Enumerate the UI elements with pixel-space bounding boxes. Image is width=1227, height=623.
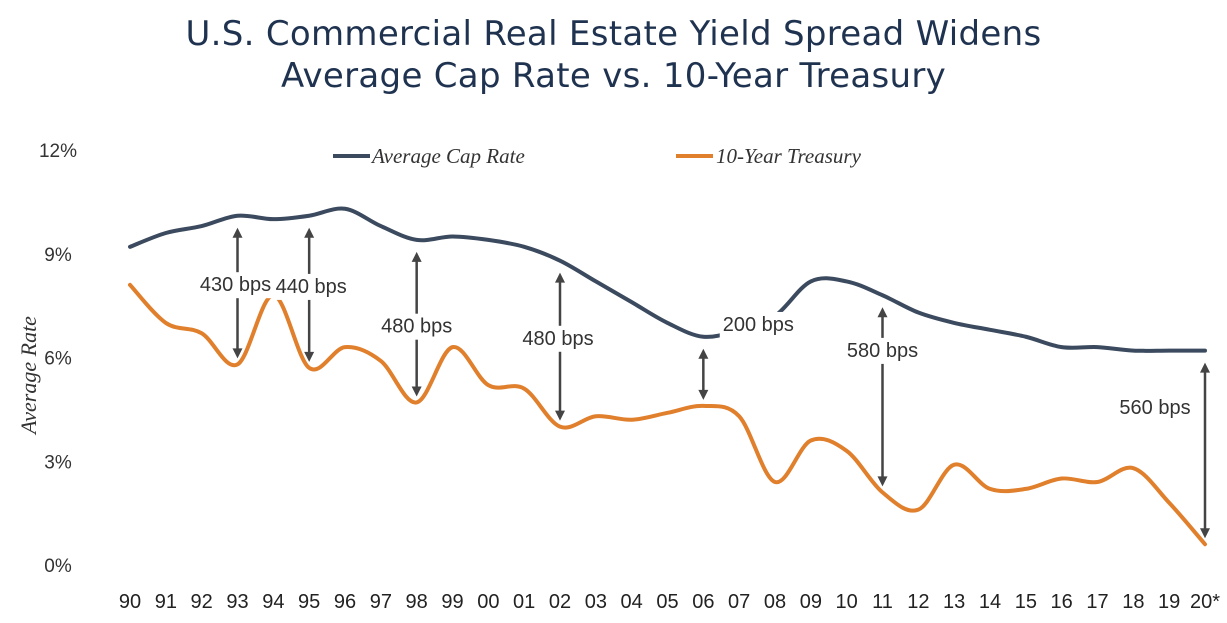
x-tick-label: 16 xyxy=(1051,591,1073,613)
series-line-average-cap-rate xyxy=(128,206,1207,353)
legend-label-treasury: 10-Year Treasury xyxy=(716,144,862,168)
x-tick-label: 00 xyxy=(477,591,499,613)
x-tick-label: 06 xyxy=(692,591,714,613)
x-tick-label: 09 xyxy=(800,591,822,613)
x-tick-label: 92 xyxy=(191,591,213,613)
spread-label-background xyxy=(378,313,456,340)
y-axis-ticks: 0% 3% 6% 9% 12% xyxy=(39,141,77,577)
x-axis-ticks: 90 91 92 93 94 95 96 97 98 99 00 01 02 03 04 05 06 07 08 09… xyxy=(119,591,1220,613)
y-tick-label: 12% xyxy=(39,141,77,162)
x-tick-label: 11 xyxy=(872,591,893,613)
series-layer xyxy=(128,206,1207,547)
spread-arrow-head-up xyxy=(411,251,422,262)
spread-label-background xyxy=(719,311,797,338)
spread-label-background xyxy=(519,325,597,352)
x-tick-label: 14 xyxy=(979,591,1001,613)
spread-label: 440 bps xyxy=(276,276,347,298)
chart-title: U.S. Commercial Real Estate Yield Spread… xyxy=(185,14,1042,54)
x-tick-label: 15 xyxy=(1015,591,1037,613)
x-tick-label: 91 xyxy=(155,591,177,613)
x-tick-label: 02 xyxy=(549,591,571,613)
x-tick-label: 93 xyxy=(226,591,248,613)
spread-arrow-head-up xyxy=(1200,362,1210,373)
spread-arrow-head-up xyxy=(232,227,243,238)
spread-arrow-head-down xyxy=(411,386,422,397)
x-tick-label: 95 xyxy=(298,591,320,613)
annotations-layer: 430 bps 440 bps 480 bps 480 bps 200 bps 580 b… xyxy=(196,227,1210,539)
x-tick-label: 12 xyxy=(907,591,929,613)
spread-arrow-head-down xyxy=(304,351,315,362)
spread-label: 480 bps xyxy=(522,328,593,350)
x-tick-label: 98 xyxy=(406,591,428,613)
legend: Average Cap Rate 10-Year Treasury xyxy=(333,144,862,168)
spread-label: 200 bps xyxy=(723,314,794,336)
spread-arrow-head-up xyxy=(555,272,565,283)
x-tick-label: 17 xyxy=(1086,591,1108,613)
spread-label-background xyxy=(843,337,922,364)
x-tick-label: 08 xyxy=(764,591,786,613)
spread-arrow-head-down xyxy=(698,389,709,400)
x-tick-label: 10 xyxy=(836,591,858,613)
x-tick-label: 90 xyxy=(119,591,141,613)
spread-arrow-head-down xyxy=(555,410,565,421)
spread-arrow-head-up xyxy=(304,227,315,238)
spread-label: 430 bps xyxy=(200,274,271,296)
x-tick-label: 13 xyxy=(943,591,965,613)
y-tick-label: 0% xyxy=(44,556,72,577)
spread-label-background xyxy=(1116,394,1194,421)
y-tick-label: 6% xyxy=(44,349,72,370)
x-tick-label: 19 xyxy=(1158,591,1180,613)
spread-label-background xyxy=(272,273,350,300)
spread-label-background xyxy=(196,272,275,299)
x-tick-label: 03 xyxy=(585,591,607,613)
x-tick-label: 96 xyxy=(334,591,356,613)
y-axis-label: Average Rate xyxy=(16,316,41,436)
x-tick-label: 18 xyxy=(1122,591,1144,613)
x-tick-label: 07 xyxy=(728,591,750,613)
x-tick-label: 05 xyxy=(656,591,678,613)
spread-arrow-head-down xyxy=(1200,528,1210,539)
y-tick-label: 9% xyxy=(44,245,72,266)
spread-arrow-head-up xyxy=(877,307,888,318)
x-tick-label: 01 xyxy=(513,591,535,613)
x-tick-label: 97 xyxy=(370,591,392,613)
chart-subtitle: Average Cap Rate vs. 10-Year Treasury xyxy=(280,56,947,96)
spread-arrow-head-up xyxy=(698,348,709,359)
x-tick-label: 04 xyxy=(621,591,643,613)
spread-label: 560 bps xyxy=(1119,397,1190,419)
spread-arrow-head-down xyxy=(232,348,243,359)
spread-label: 480 bps xyxy=(381,316,452,338)
x-tick-label: 94 xyxy=(262,591,284,613)
legend-label-cap-rate: Average Cap Rate xyxy=(370,144,525,168)
series-line-10-year-treasury xyxy=(128,282,1207,547)
spread-arrow-head-down xyxy=(877,476,888,487)
x-tick-label: 99 xyxy=(441,591,463,613)
y-tick-label: 3% xyxy=(44,452,72,473)
spread-label: 580 bps xyxy=(847,340,918,362)
x-tick-label: 20* xyxy=(1190,591,1220,613)
